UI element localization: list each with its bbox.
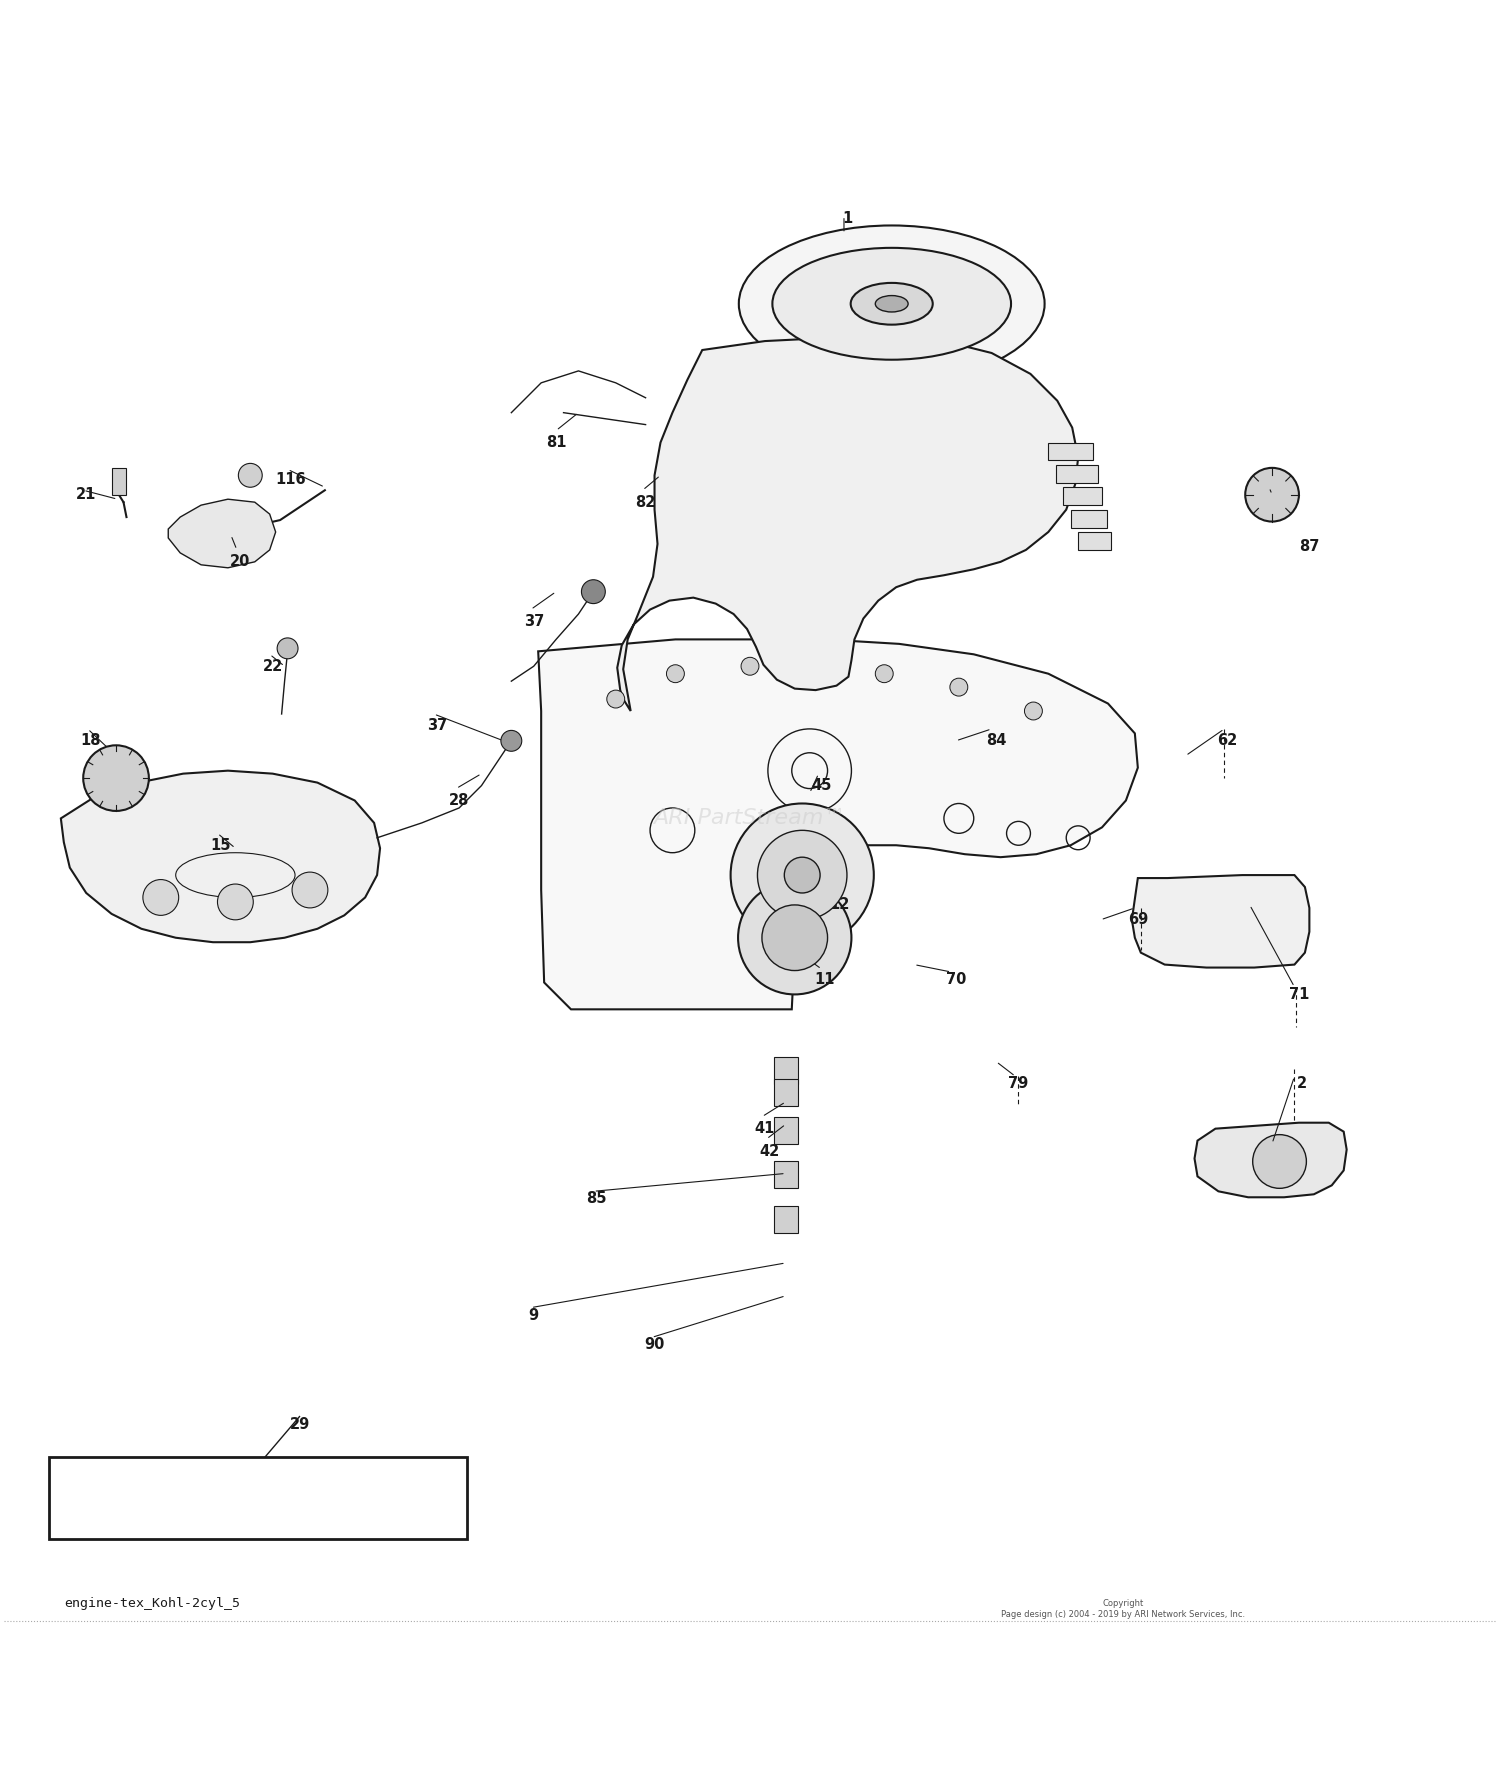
Text: 45: 45 bbox=[812, 778, 832, 794]
Text: ARI PartStream™: ARI PartStream™ bbox=[654, 808, 846, 828]
Bar bbox=[50, 1456, 467, 1540]
Polygon shape bbox=[1056, 465, 1098, 482]
Polygon shape bbox=[1078, 532, 1112, 550]
Polygon shape bbox=[538, 639, 1138, 1009]
Text: engine-tex_Kohl-2cyl_5: engine-tex_Kohl-2cyl_5 bbox=[64, 1597, 240, 1609]
Text: 116: 116 bbox=[276, 472, 306, 488]
Circle shape bbox=[762, 904, 828, 970]
Text: 82: 82 bbox=[636, 495, 656, 509]
Polygon shape bbox=[1064, 488, 1102, 506]
Circle shape bbox=[950, 678, 968, 696]
Circle shape bbox=[730, 803, 874, 947]
Text: 21: 21 bbox=[76, 488, 96, 502]
Polygon shape bbox=[1071, 509, 1107, 527]
Text: 22: 22 bbox=[262, 659, 284, 675]
Circle shape bbox=[1252, 1134, 1306, 1189]
Text: 37: 37 bbox=[426, 719, 447, 733]
Circle shape bbox=[82, 746, 148, 812]
Circle shape bbox=[278, 637, 298, 659]
Circle shape bbox=[1024, 701, 1042, 719]
Circle shape bbox=[758, 829, 847, 920]
Bar bbox=[111, 468, 126, 495]
Polygon shape bbox=[168, 498, 276, 568]
Text: 12: 12 bbox=[830, 897, 849, 913]
Text: 42: 42 bbox=[759, 1143, 780, 1159]
Circle shape bbox=[741, 657, 759, 675]
Bar bbox=[774, 1079, 798, 1107]
Circle shape bbox=[142, 879, 178, 915]
Circle shape bbox=[1245, 468, 1299, 522]
Polygon shape bbox=[62, 771, 380, 942]
Text: 1: 1 bbox=[842, 212, 852, 226]
Text: Copyright
Page design (c) 2004 - 2019 by ARI Network Services, Inc.: Copyright Page design (c) 2004 - 2019 by… bbox=[1000, 1598, 1245, 1618]
Circle shape bbox=[217, 885, 254, 920]
Text: 37: 37 bbox=[524, 614, 544, 628]
Text: 85: 85 bbox=[586, 1191, 606, 1207]
Text: 70: 70 bbox=[945, 972, 966, 986]
Circle shape bbox=[784, 858, 820, 894]
Polygon shape bbox=[1132, 876, 1310, 968]
Polygon shape bbox=[1194, 1123, 1347, 1198]
Text: SPARK ARRESTER KIT: SPARK ARRESTER KIT bbox=[150, 1488, 366, 1508]
Bar bbox=[774, 1116, 798, 1143]
Text: 15: 15 bbox=[210, 838, 231, 853]
Ellipse shape bbox=[740, 226, 1044, 383]
Circle shape bbox=[238, 463, 262, 488]
Text: 28: 28 bbox=[448, 794, 470, 808]
Circle shape bbox=[582, 580, 606, 603]
Polygon shape bbox=[616, 338, 1078, 710]
Circle shape bbox=[608, 691, 624, 708]
Circle shape bbox=[501, 730, 522, 751]
Ellipse shape bbox=[876, 295, 908, 312]
Text: 2: 2 bbox=[1298, 1077, 1306, 1091]
Text: 11: 11 bbox=[815, 972, 836, 986]
Text: 29: 29 bbox=[290, 1417, 309, 1431]
Circle shape bbox=[876, 664, 892, 684]
Text: 87: 87 bbox=[1299, 539, 1320, 554]
Polygon shape bbox=[1048, 443, 1094, 461]
Text: 62: 62 bbox=[1216, 733, 1237, 748]
Bar bbox=[774, 1162, 798, 1189]
Text: 69: 69 bbox=[1128, 913, 1148, 927]
Text: 20: 20 bbox=[230, 554, 251, 570]
Text: 9: 9 bbox=[528, 1308, 538, 1323]
Circle shape bbox=[292, 872, 328, 908]
Circle shape bbox=[738, 881, 852, 995]
Text: 79: 79 bbox=[1008, 1077, 1029, 1091]
Ellipse shape bbox=[850, 283, 933, 324]
Bar bbox=[774, 1207, 798, 1234]
Ellipse shape bbox=[772, 247, 1011, 360]
Text: 84: 84 bbox=[986, 733, 1006, 748]
Text: 90: 90 bbox=[645, 1337, 664, 1353]
Text: 71: 71 bbox=[1288, 986, 1310, 1002]
Text: 41: 41 bbox=[754, 1121, 776, 1136]
Text: 81: 81 bbox=[546, 434, 567, 450]
Bar bbox=[774, 1057, 798, 1084]
Text: 18: 18 bbox=[81, 733, 100, 748]
Circle shape bbox=[666, 664, 684, 684]
